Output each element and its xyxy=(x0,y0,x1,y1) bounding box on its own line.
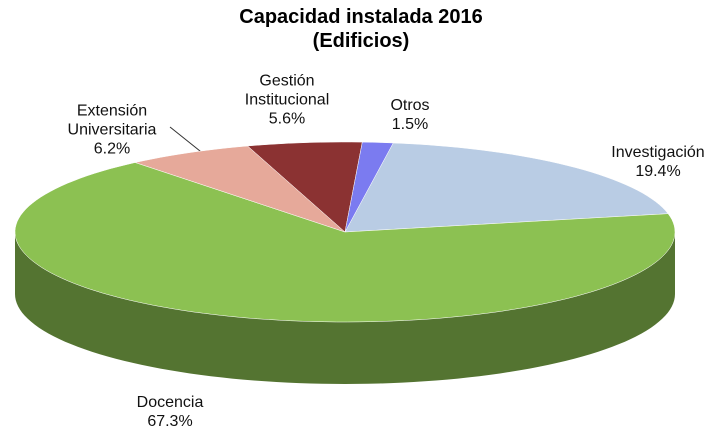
category-label: Investigación xyxy=(611,144,705,161)
category-label: Extensión Universitaria xyxy=(67,102,157,139)
pie-tops xyxy=(14,141,676,323)
slice-label: Investigación 19.4% xyxy=(593,143,722,181)
slice-label: Otros 1.5% xyxy=(370,96,450,134)
category-label: Otros xyxy=(390,97,430,114)
slice-label: Docencia 67.3% xyxy=(110,393,230,431)
slice-label: Gestión Institucional 5.6% xyxy=(222,72,352,129)
pie-slice xyxy=(344,141,394,233)
chart-title: Capacidad instalada 2016 (Edificios) xyxy=(239,6,483,52)
pie-slice xyxy=(246,141,363,233)
pie-slice xyxy=(344,142,669,233)
pie-slice xyxy=(134,145,346,233)
value-label: 5.6% xyxy=(268,110,306,128)
leader-line xyxy=(169,126,206,156)
value-label: 6.2% xyxy=(93,140,131,158)
category-label: Gestión Institucional xyxy=(244,72,330,109)
value-label: 19.4% xyxy=(635,163,681,180)
pie-slice xyxy=(14,162,676,323)
pie-sides xyxy=(15,232,675,384)
slice-label: Extensión Universitaria 6.2% xyxy=(57,102,167,159)
pie-slice-side xyxy=(15,232,675,384)
value-label: 1.5% xyxy=(391,116,429,133)
value-label: 67.3% xyxy=(147,413,193,430)
category-label: Docencia xyxy=(136,394,204,411)
